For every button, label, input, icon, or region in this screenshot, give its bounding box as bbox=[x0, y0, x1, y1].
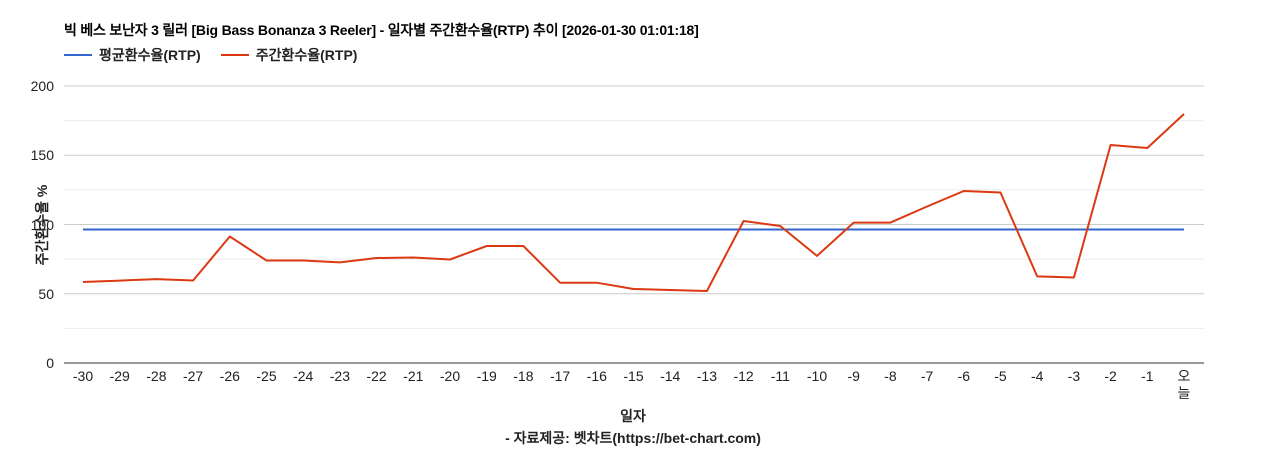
x-tick-label: -22 bbox=[366, 368, 387, 384]
x-tick-label: -3 bbox=[1067, 368, 1081, 384]
series-weekly-rtp-line[interactable] bbox=[82, 113, 1185, 292]
y-axis-label: 주간환수율 % bbox=[34, 184, 50, 266]
x-tick-label: -15 bbox=[623, 368, 644, 384]
x-tick-label: -25 bbox=[256, 368, 277, 384]
legend: 평균환수율(RTP) 주간환수율(RTP) bbox=[64, 45, 357, 65]
x-tick-label: -24 bbox=[293, 368, 314, 384]
x-tick-label: -19 bbox=[476, 368, 497, 384]
legend-label-weekly: 주간환수율(RTP) bbox=[255, 47, 358, 63]
x-tick-label: -7 bbox=[920, 368, 934, 384]
x-tick-label: -13 bbox=[696, 368, 718, 384]
x-tick-label: -8 bbox=[884, 368, 897, 384]
x-tick-label: -27 bbox=[182, 368, 204, 384]
x-tick-label: -18 bbox=[513, 368, 534, 384]
x-tick-label: -5 bbox=[994, 368, 1007, 384]
y-tick-label: 100 bbox=[30, 216, 54, 233]
x-tick-label: -23 bbox=[329, 368, 351, 384]
x-tick-label: -16 bbox=[586, 368, 607, 384]
y-tick-label: 200 bbox=[30, 78, 54, 94]
x-tick-label: -1 bbox=[1141, 368, 1154, 384]
data-source-credit: - 자료제공: 벳차트(https://bet-chart.com) bbox=[505, 430, 761, 446]
legend-swatch-average bbox=[64, 54, 92, 56]
x-axis-label: 일자 bbox=[620, 408, 646, 424]
y-tick-label: 150 bbox=[30, 147, 54, 164]
x-tick-label: -20 bbox=[439, 368, 461, 384]
x-tick-label: -4 bbox=[1030, 368, 1044, 384]
x-tick-label: -10 bbox=[806, 368, 828, 384]
y-tick-label: 0 bbox=[46, 355, 54, 371]
x-tick-label: -14 bbox=[660, 368, 681, 384]
legend-item-weekly[interactable]: 주간환수율(RTP) bbox=[220, 45, 358, 65]
legend-label-average: 평균환수율(RTP) bbox=[99, 47, 201, 63]
x-tick-label: -30 bbox=[72, 368, 94, 384]
x-tick-label: -9 bbox=[847, 368, 860, 384]
x-tick-label: -6 bbox=[957, 368, 971, 384]
chart-title: 빅 베스 보난자 3 릴러 [Big Bass Bonanza 3 Reeler… bbox=[64, 22, 699, 38]
x-tick-label: -26 bbox=[219, 368, 240, 384]
x-tick-label: -21 bbox=[403, 368, 424, 384]
legend-swatch-weekly bbox=[220, 54, 249, 56]
x-tick-label: -12 bbox=[733, 368, 754, 384]
legend-item-average[interactable]: 평균환수율(RTP) bbox=[64, 45, 201, 65]
x-tick-label: -29 bbox=[109, 368, 130, 384]
x-tick-label: -28 bbox=[146, 368, 167, 384]
x-tick-label: -17 bbox=[549, 368, 571, 384]
x-tick-label: -11 bbox=[770, 368, 790, 384]
y-tick-label: 50 bbox=[38, 285, 54, 302]
x-tick-label: -2 bbox=[1104, 368, 1117, 384]
